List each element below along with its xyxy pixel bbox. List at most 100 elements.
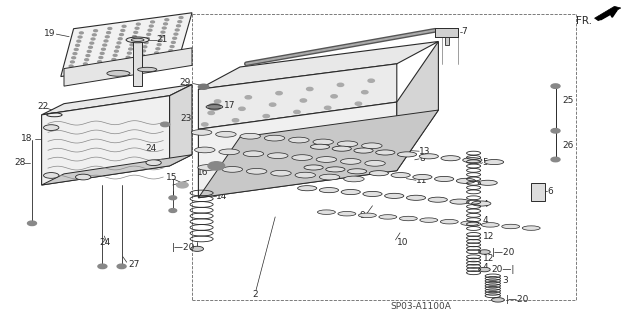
Circle shape [102,48,106,50]
Circle shape [169,209,177,212]
Bar [531,183,545,201]
Text: 24: 24 [99,238,111,247]
Ellipse shape [406,195,426,200]
Circle shape [163,27,166,29]
Ellipse shape [461,221,479,226]
Ellipse shape [317,210,335,214]
Ellipse shape [243,151,264,157]
Ellipse shape [358,213,376,218]
Ellipse shape [298,186,317,191]
Circle shape [88,46,92,48]
Ellipse shape [313,139,333,145]
Text: 27: 27 [128,260,140,269]
Circle shape [139,58,143,60]
Circle shape [131,40,135,42]
Circle shape [117,42,121,44]
Ellipse shape [456,178,476,183]
Ellipse shape [428,197,447,202]
Ellipse shape [131,38,144,41]
Ellipse shape [484,160,504,165]
Circle shape [148,29,152,31]
Circle shape [121,29,125,31]
Ellipse shape [348,169,367,174]
Circle shape [69,65,73,67]
Circle shape [177,25,180,27]
Circle shape [104,40,108,42]
Ellipse shape [264,135,285,141]
Text: 13: 13 [419,147,431,156]
Text: 11: 11 [416,176,428,185]
Ellipse shape [289,137,309,143]
Polygon shape [198,64,397,129]
Circle shape [155,52,159,54]
Ellipse shape [463,158,482,163]
Ellipse shape [246,168,267,174]
Ellipse shape [399,216,417,221]
Circle shape [331,95,337,98]
Ellipse shape [391,173,410,178]
Text: 18: 18 [21,134,33,143]
Ellipse shape [191,130,212,135]
Polygon shape [42,85,192,115]
Polygon shape [397,41,438,171]
Ellipse shape [191,246,204,251]
Ellipse shape [44,125,59,130]
Text: SP03-A1100A: SP03-A1100A [390,302,451,311]
Ellipse shape [326,167,345,172]
Circle shape [337,83,344,86]
Circle shape [82,67,86,69]
Ellipse shape [271,170,291,176]
Ellipse shape [195,147,215,153]
Text: 4: 4 [483,200,488,209]
Circle shape [159,40,163,41]
Ellipse shape [107,70,130,76]
Text: 8: 8 [419,154,425,163]
Text: 24: 24 [145,144,157,153]
Circle shape [294,110,300,114]
Circle shape [141,50,145,52]
Bar [133,41,142,86]
Circle shape [276,92,282,95]
Circle shape [122,25,126,27]
Ellipse shape [502,224,520,229]
Text: 4: 4 [483,263,488,272]
Ellipse shape [420,218,438,222]
Text: |—20: |—20 [492,248,515,256]
Ellipse shape [479,250,490,254]
Text: 5: 5 [483,158,488,167]
Circle shape [214,100,221,103]
Text: 29: 29 [179,78,191,87]
Circle shape [91,38,95,40]
Text: 1: 1 [148,59,154,68]
Circle shape [135,27,139,29]
Text: 20—|: 20—| [492,265,515,274]
Ellipse shape [472,201,491,206]
Text: 26: 26 [562,141,573,150]
Circle shape [117,264,126,269]
Bar [435,28,458,37]
Circle shape [300,99,307,102]
Circle shape [83,63,87,65]
Circle shape [126,56,130,58]
Ellipse shape [44,173,59,178]
Text: 16: 16 [196,168,208,177]
Ellipse shape [341,189,360,195]
Ellipse shape [522,226,540,230]
Ellipse shape [295,172,316,178]
Circle shape [72,57,76,59]
Circle shape [174,33,178,35]
Text: 14: 14 [216,192,227,201]
Circle shape [177,182,188,188]
Polygon shape [42,155,192,185]
Circle shape [245,96,252,99]
Circle shape [98,264,107,269]
Ellipse shape [481,223,499,227]
Circle shape [169,50,173,52]
Circle shape [172,41,175,43]
Circle shape [307,87,313,91]
Bar [445,37,449,45]
Ellipse shape [379,215,397,219]
Circle shape [551,84,560,88]
Text: 15: 15 [166,173,178,182]
Ellipse shape [216,131,236,137]
